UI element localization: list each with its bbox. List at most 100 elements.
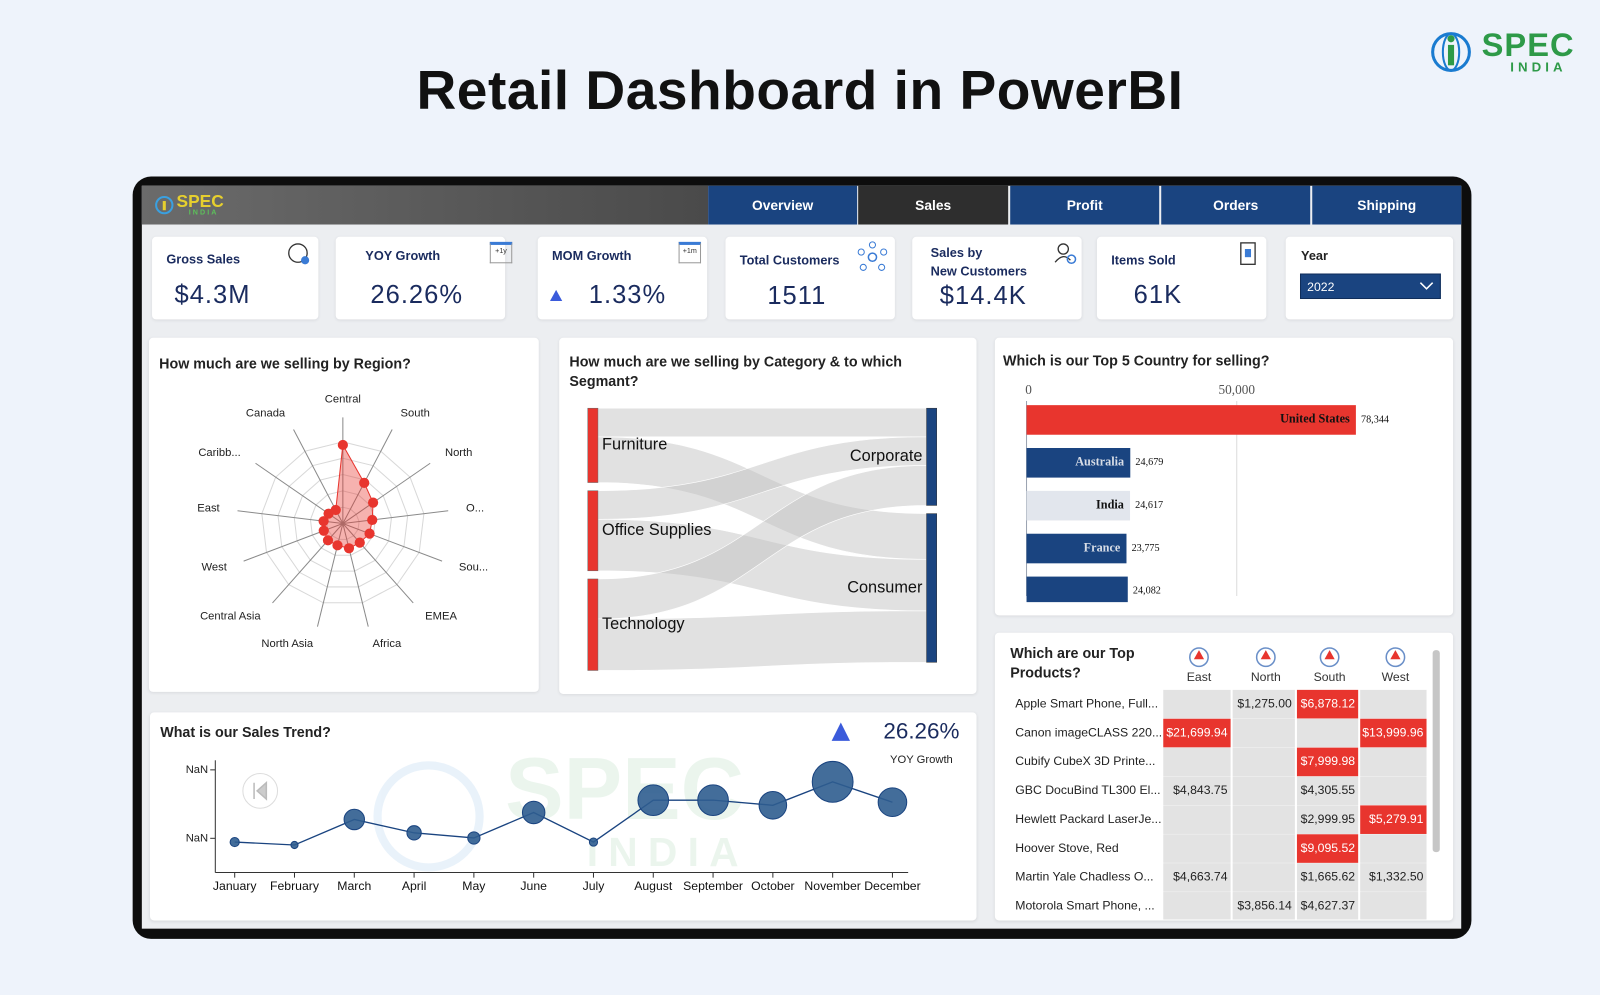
app-brand-name: SPEC	[176, 191, 224, 212]
icon-head	[1057, 243, 1070, 255]
kpi-card: Total Customers 1511	[725, 236, 895, 320]
icon-body	[1054, 255, 1071, 263]
trend-marker	[229, 836, 240, 848]
bar	[1026, 405, 1356, 435]
table-cell	[1296, 776, 1359, 806]
region-icon-arrow	[1324, 650, 1335, 660]
x-tick-label: 0	[1025, 382, 1032, 397]
table-cell	[1360, 863, 1427, 892]
product-name: Martin Yale Chadless O...	[1015, 870, 1153, 884]
x-tick-label: January	[213, 879, 257, 893]
app-brand-tagline: INDIA	[188, 209, 219, 217]
tab[interactable]: Shipping	[1312, 185, 1462, 225]
bar-value-label: 24,082	[1133, 586, 1161, 597]
scrollbar[interactable]	[1432, 650, 1440, 853]
column-header: South	[1314, 670, 1346, 684]
kpi-triangle	[831, 722, 850, 741]
radar-point	[367, 514, 378, 526]
radar-point	[318, 516, 329, 527]
table-cell	[1163, 834, 1231, 863]
kpi-card: YOY Growth 26.26% +1y	[335, 236, 513, 320]
bar-category-label: France	[1084, 540, 1121, 554]
bar-value-label: 24,679	[1135, 457, 1163, 468]
tab[interactable]: Profit	[1010, 185, 1160, 225]
kpi-card: Gross Sales $4.3M	[152, 236, 319, 320]
cell-value: $2,999.95	[1301, 812, 1356, 826]
cell-value: $1,665.62	[1301, 870, 1356, 884]
icon-plus	[1066, 254, 1077, 265]
radar-point	[367, 497, 379, 508]
table-cell	[1163, 863, 1231, 892]
globe-dot	[1447, 35, 1455, 43]
table-cell	[1296, 689, 1359, 719]
app-logo-i	[162, 201, 166, 211]
product-name: Hoover Stove, Red	[1015, 841, 1119, 855]
watermark-tagline: INDIA	[587, 829, 749, 875]
tab[interactable]: Overview	[708, 185, 858, 225]
trend-marker	[877, 787, 908, 818]
bar-value-label: 78,344	[1361, 414, 1389, 425]
x-tick-label: May	[462, 879, 486, 893]
radar-label: O...	[466, 503, 484, 515]
trend-marker	[637, 784, 670, 816]
brand-logo: SPEC INDIA	[1429, 27, 1582, 76]
product-name: Apple Smart Phone, Full...	[1015, 696, 1158, 710]
tab[interactable]: Orders	[1161, 185, 1311, 225]
cell-value: $13,999.96	[1362, 725, 1423, 739]
radar-label: Central Asia	[200, 610, 261, 622]
sankey-chart: Furniture Office Supplies Technology Corpor…	[587, 407, 937, 671]
sankey-label: Consumer	[847, 578, 923, 596]
bar	[1026, 533, 1127, 564]
bar-chart: 0 50,000 United States 78,344 Australia 24,67…	[1025, 382, 1389, 603]
y-tick-label: NaN	[186, 764, 208, 776]
region-icon-arrow	[1390, 650, 1401, 660]
y-tick-label: NaN	[186, 832, 208, 844]
sankey-label: Office Supplies	[602, 521, 711, 539]
kpi-title: MOM Growth	[552, 249, 632, 264]
panel-title: Which is our Top 5 Country for selling?	[1003, 352, 1270, 369]
icon-node	[868, 241, 877, 249]
icon-node	[880, 248, 888, 256]
table-cell	[1296, 805, 1359, 834]
trend-triangle	[549, 289, 563, 302]
icon-dollar	[1244, 249, 1252, 258]
bar	[1026, 448, 1131, 478]
tab[interactable]: Sales	[858, 185, 1009, 225]
kpi-icon	[1054, 243, 1077, 265]
table-cell	[1296, 892, 1359, 920]
bar-value-label: 24,617	[1135, 500, 1163, 511]
bar	[1026, 576, 1128, 603]
x-tick-label: March	[337, 879, 371, 893]
kpi-card: Sales by New Customers $14.4K	[912, 236, 1082, 320]
bar-category-label: Australia	[1075, 455, 1124, 469]
kpi-value: $14.4K	[939, 281, 1027, 311]
chevron	[1419, 282, 1434, 290]
table-cell	[1360, 747, 1427, 777]
kpi-value: 26.26%	[883, 719, 959, 744]
trend-panel: What is our Sales Trend?	[149, 712, 977, 921]
table-cell	[1360, 892, 1427, 920]
radar-label: East	[197, 503, 220, 515]
trend-marker	[467, 831, 481, 845]
table-cell	[1360, 834, 1427, 863]
radar-point	[364, 528, 375, 539]
radar-point	[337, 439, 348, 451]
table-cell	[1232, 689, 1295, 719]
table-cell	[1296, 747, 1359, 777]
table-cell	[1296, 834, 1359, 863]
year-dropdown[interactable]: 2022	[1299, 273, 1441, 300]
x-tick-label: July	[583, 879, 606, 893]
product-name: GBC DocuBind TL300 El...	[1015, 783, 1160, 797]
cell-value: $6,878.12	[1301, 696, 1356, 710]
radar-spoke	[342, 462, 431, 524]
kpi-title: Gross Sales	[166, 252, 241, 267]
cell-value: $4,663.74	[1173, 870, 1228, 884]
sankey-label: Corporate	[850, 447, 923, 465]
table-cell	[1360, 805, 1427, 834]
cell-value: $1,332.50	[1369, 870, 1424, 884]
radar-label: South	[401, 408, 430, 420]
dropdown-chevron	[1419, 282, 1434, 290]
trend-marker	[343, 808, 365, 831]
column-header: North	[1251, 670, 1281, 684]
kpi-card: Items Sold 61K	[1096, 236, 1267, 320]
